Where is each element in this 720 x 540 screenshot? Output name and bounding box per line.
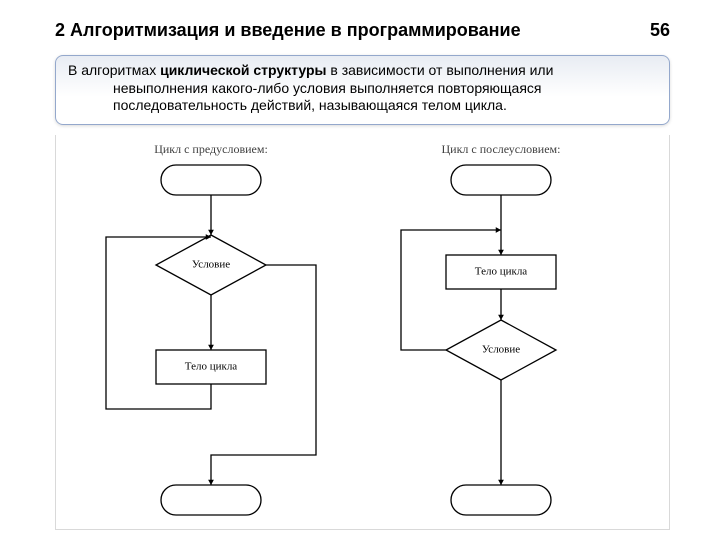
svg-text:Тело цикла: Тело цикла	[185, 361, 238, 373]
svg-text:Условие: Условие	[192, 259, 230, 271]
page-number: 56	[650, 20, 670, 41]
intro-bold: циклической структуры	[160, 62, 326, 78]
svg-text:Тело цикла: Тело цикла	[475, 266, 528, 278]
flowcharts-svg: Цикл с предусловием: Условие Тело цикла Цик…	[56, 135, 671, 530]
intro-box: В алгоритмах циклической структуры в зав…	[55, 55, 670, 125]
intro-line3: последовательность действий, называющаяс…	[113, 97, 657, 115]
intro-line2: невыполнения какого-либо условия выполня…	[113, 80, 657, 98]
chapter-title: 2 Алгоритмизация и введение в программир…	[55, 20, 670, 41]
svg-text:Цикл с предусловием:: Цикл с предусловием:	[154, 142, 268, 156]
intro-rest1: в зависимости от выполнения или	[327, 62, 554, 78]
svg-text:Условие: Условие	[482, 344, 520, 356]
intro-prefix: В алгоритмах	[68, 62, 160, 78]
svg-text:Цикл с послеусловием:: Цикл с послеусловием:	[442, 142, 561, 156]
diagram-area: Цикл с предусловием: Условие Тело цикла Цик…	[55, 135, 670, 530]
